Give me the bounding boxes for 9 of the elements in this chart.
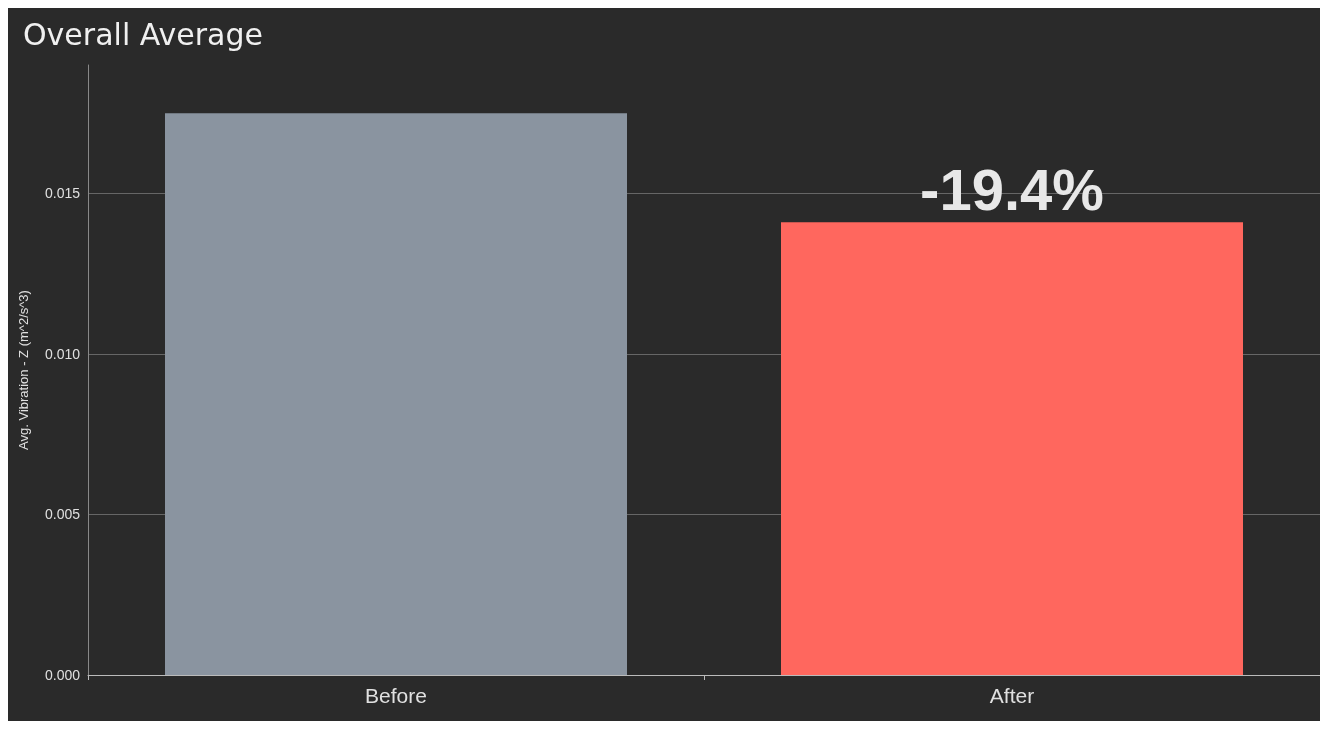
y-axis-title: Avg. Vibration - Z (m^2/s^3) <box>16 290 31 450</box>
annotation: -19.4% <box>920 156 1104 222</box>
y-tick-label: 0.010 <box>44 345 81 362</box>
x-tick-label: After <box>989 684 1035 707</box>
y-tick-label: 0.005 <box>44 506 81 523</box>
y-tick-label: 0.015 <box>44 185 81 202</box>
y-tick-label: 0.000 <box>44 667 81 683</box>
x-tick-label: Before <box>365 684 427 707</box>
chart-title: Overall Average <box>23 16 263 52</box>
